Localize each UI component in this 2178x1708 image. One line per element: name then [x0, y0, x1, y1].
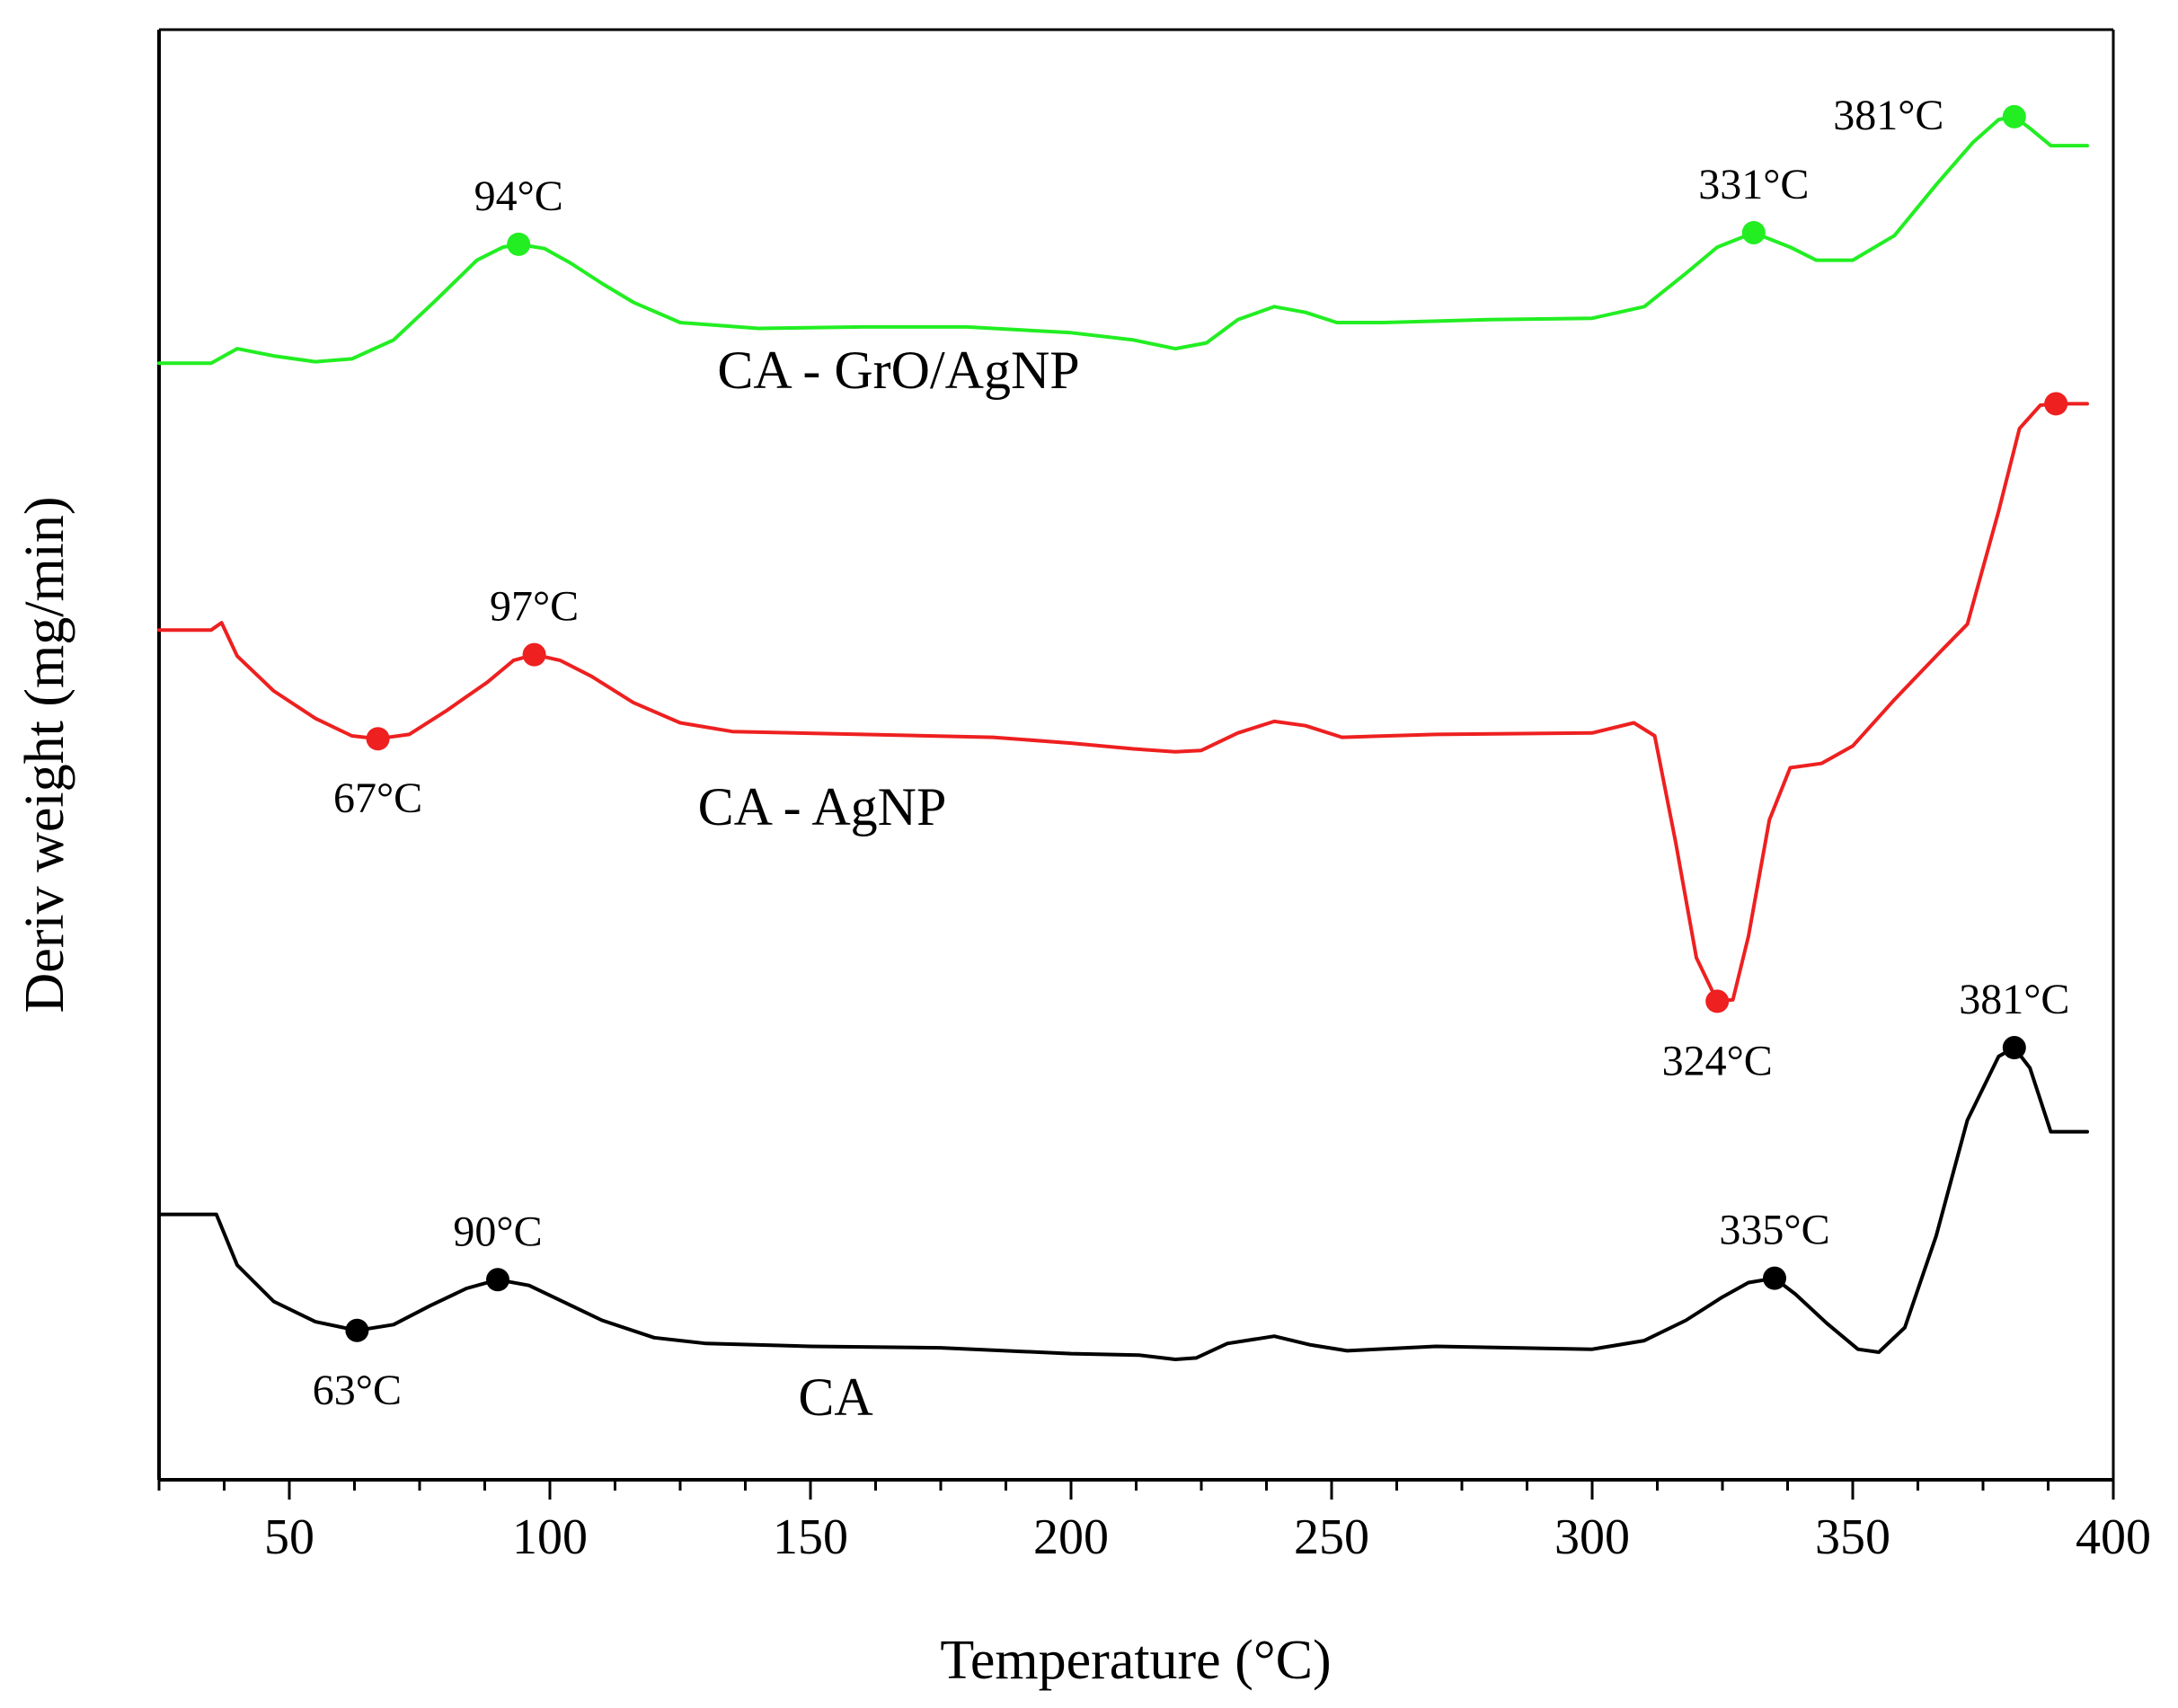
series-1: 67°C 97°C 324°C CA - AgNP: [157, 392, 2089, 1084]
plot-frame: [157, 28, 2115, 1482]
peak-label: 67°C: [333, 774, 422, 822]
series-0: 94°C 331°C 381°C CA - GrO/AgNP: [157, 92, 2089, 400]
peak-marker: [1763, 1266, 1786, 1290]
x-ticks: 50 100 150 200 250 300 350 400: [157, 1480, 2151, 1565]
peak-marker: [366, 727, 390, 751]
series-2: 63°C 90°C 335°C 381°C CA: [157, 976, 2089, 1427]
series-line: [157, 114, 2089, 366]
peak-marker: [522, 642, 546, 667]
series-label: CA - AgNP: [698, 777, 947, 836]
peak-label: 90°C: [453, 1208, 542, 1255]
peak-label: 94°C: [474, 173, 563, 220]
series-label: CA - GrO/AgNP: [717, 341, 1079, 400]
peak-label: 381°C: [1959, 976, 2069, 1023]
series-label: CA: [798, 1367, 872, 1427]
x-axis-title: Temperature (°C): [940, 1630, 1331, 1691]
x-tick-label: 150: [773, 1509, 848, 1565]
peak-marker: [2002, 104, 2026, 128]
x-tick-label: 200: [1033, 1509, 1109, 1565]
x-tick-label: 100: [512, 1509, 588, 1565]
peak-marker: [1705, 989, 1730, 1013]
peak-marker: [486, 1268, 509, 1292]
peak-label: 335°C: [1719, 1207, 1829, 1254]
series-line: [157, 402, 2089, 1004]
peak-label: 324°C: [1662, 1037, 1773, 1084]
x-tick-label: 50: [264, 1509, 314, 1565]
peak-marker: [1741, 220, 1766, 244]
y-axis-title: Deriv weight (mg/min): [14, 496, 75, 1013]
peak-label: 331°C: [1698, 161, 1809, 208]
x-tick-label: 400: [2076, 1509, 2151, 1565]
peak-label: 97°C: [490, 583, 579, 631]
peak-marker: [345, 1318, 369, 1342]
x-tick-label: 350: [1815, 1509, 1890, 1565]
x-tick-label: 300: [1554, 1509, 1630, 1565]
peak-marker: [2044, 392, 2068, 416]
series-layer: 94°C 331°C 381°C CA - GrO/AgNP 67°C 97°C 324°C…: [157, 92, 2089, 1427]
series-line: [157, 1046, 2089, 1361]
x-tick-label: 250: [1294, 1509, 1369, 1565]
peak-label: 381°C: [1833, 92, 1943, 139]
peak-label: 63°C: [313, 1367, 402, 1414]
peak-marker: [507, 232, 531, 256]
peak-marker: [2002, 1036, 2026, 1060]
